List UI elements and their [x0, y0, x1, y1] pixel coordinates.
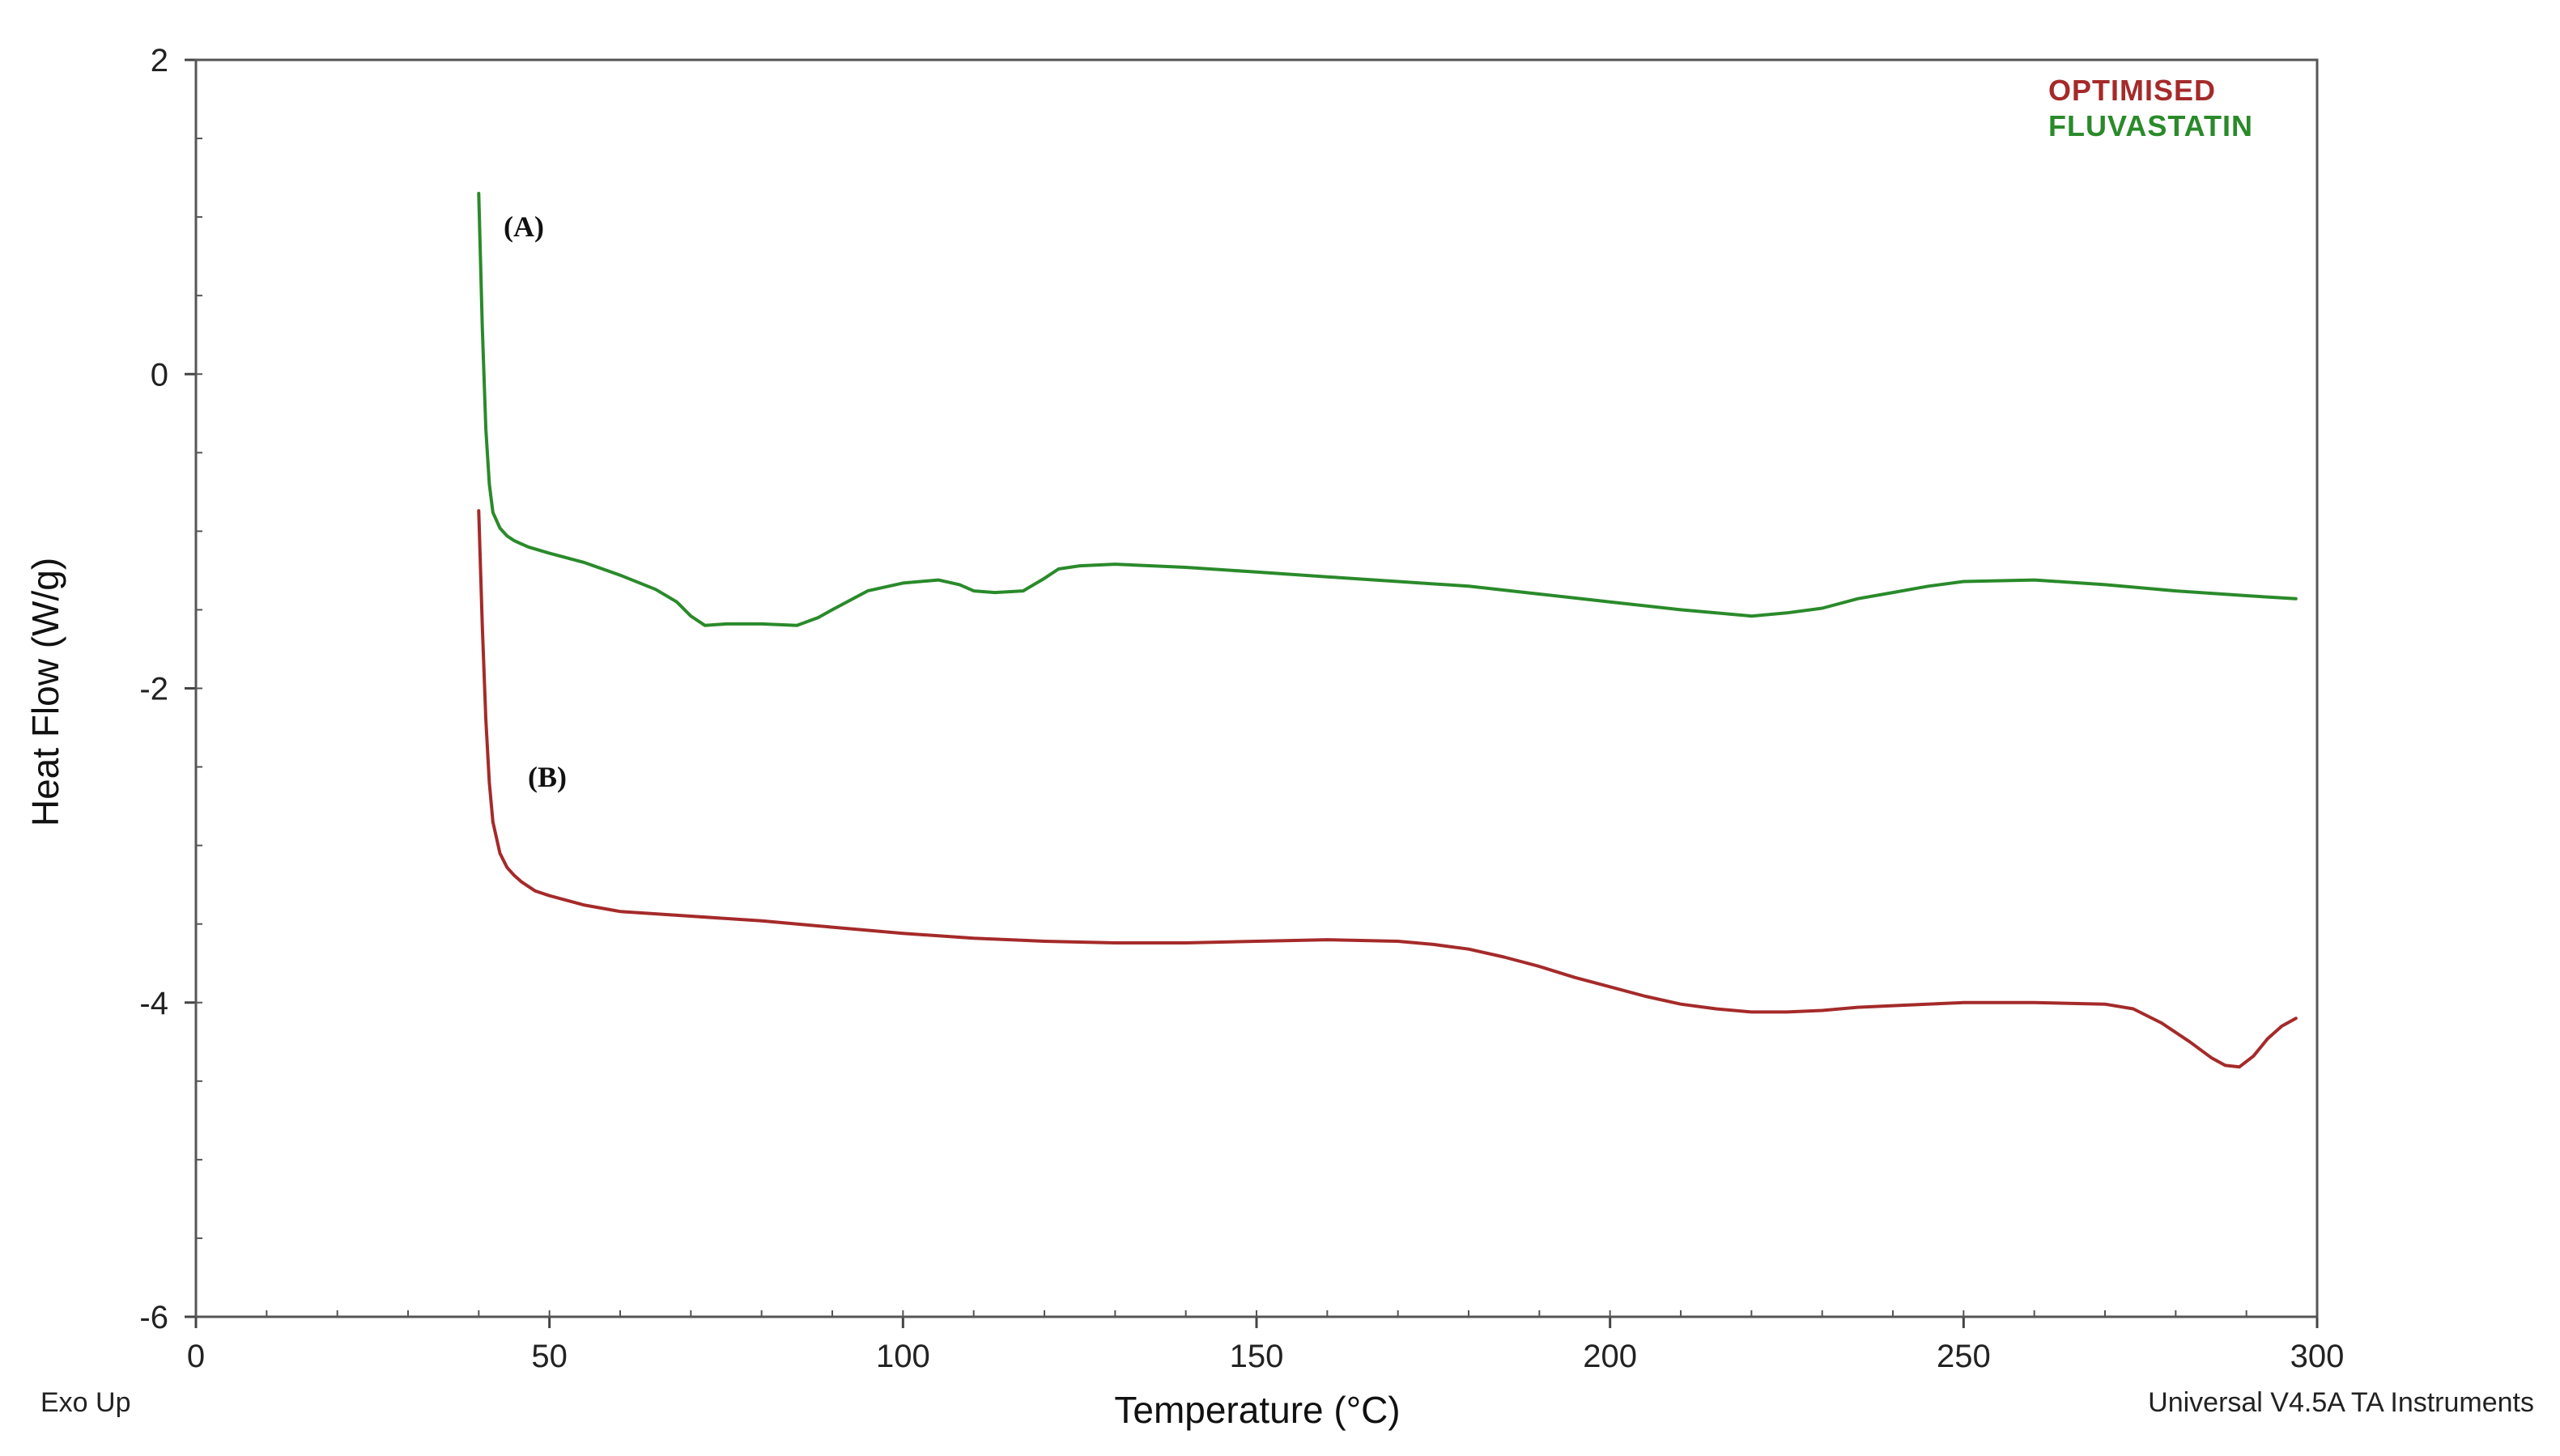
x-tick-label: 250	[1937, 1339, 1991, 1374]
curve-label-b: (B)	[528, 761, 567, 793]
legend-item-fluvastatin: FLUVASTATIN	[2048, 109, 2253, 142]
x-tick-label: 100	[876, 1339, 930, 1374]
x-axis-title: Temperature (°C)	[1114, 1389, 1400, 1431]
x-tick-label: 300	[2290, 1339, 2345, 1374]
curve-label-a: (A)	[504, 210, 544, 243]
y-tick-label: 0	[151, 357, 168, 393]
x-tick-label: 150	[1230, 1339, 1284, 1374]
y-tick-labels: 2 0 -2 -4 -6	[139, 43, 168, 1335]
y-tick-label: -6	[139, 1300, 168, 1335]
instrument-note: Universal V4.5A TA Instruments	[2148, 1387, 2534, 1418]
plot-frame	[194, 58, 2319, 1318]
series-lines	[477, 192, 2298, 1069]
y-tick-label: -2	[139, 672, 168, 707]
x-tick-labels: 0 50 100 150 200 250 300	[187, 1339, 2345, 1374]
y-tick-label: -4	[139, 986, 168, 1021]
series-line-fluvastatin	[477, 192, 2298, 627]
series-line-optimised	[477, 509, 2298, 1069]
y-tick-label: 2	[151, 43, 168, 79]
x-tick-label: 200	[1583, 1339, 1637, 1374]
legend: OPTIMISED FLUVASTATIN	[2048, 74, 2253, 142]
x-tick-label: 0	[187, 1339, 205, 1374]
major-ticks	[185, 58, 2319, 1328]
y-axis-title: Heat Flow (W/g)	[24, 558, 66, 826]
legend-item-optimised: OPTIMISED	[2048, 74, 2216, 107]
exo-up-note: Exo Up	[40, 1387, 131, 1418]
x-tick-label: 50	[531, 1339, 568, 1374]
